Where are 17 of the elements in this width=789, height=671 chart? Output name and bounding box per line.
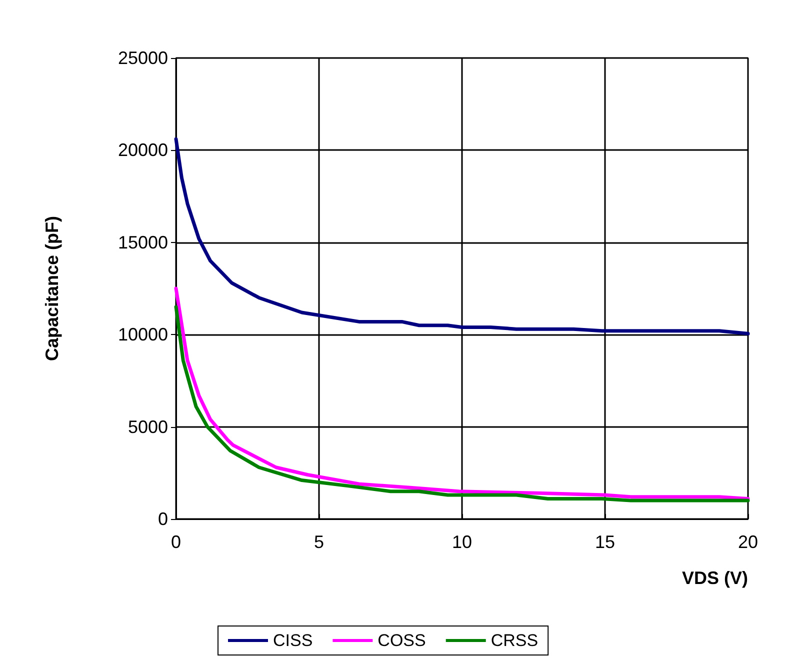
y-tick-label: 5000 xyxy=(128,416,168,437)
x-tick-label: 20 xyxy=(738,532,758,552)
y-tick-label: 0 xyxy=(158,509,168,529)
legend-label: CRSS xyxy=(490,631,538,650)
y-tick-label: 20000 xyxy=(118,140,168,160)
x-axis-title: VDS (V) xyxy=(682,568,748,588)
x-tick-label: 10 xyxy=(452,532,472,552)
y-tick-label: 25000 xyxy=(118,48,168,68)
x-tick-label: 0 xyxy=(170,532,182,552)
x-tick-label: 5 xyxy=(314,532,324,552)
y-axis-title: Capacitance (pF) xyxy=(42,216,62,362)
y-tick-label: 10000 xyxy=(118,324,168,345)
y-tick-label: 15000 xyxy=(118,232,168,252)
x-tick-label: 15 xyxy=(594,532,616,552)
line-series xyxy=(174,137,750,336)
legend-label: COSS xyxy=(378,631,426,650)
legend-label: CISS xyxy=(273,631,313,650)
